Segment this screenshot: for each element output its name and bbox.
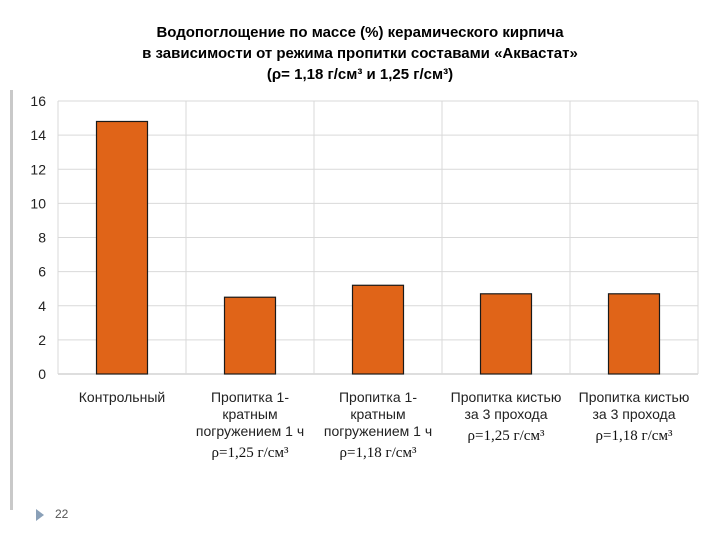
x-category-label: Пропитка 1-кратным погружением 1 ч	[196, 389, 304, 439]
page-number: 22	[55, 507, 69, 521]
x-category-label: Пропитка кистью за 3 прохода	[579, 389, 690, 422]
bar	[223, 296, 277, 375]
density-label: ρ=1,25 г/см³	[212, 445, 289, 461]
density-label: ρ=1,18 г/см³	[596, 428, 673, 444]
y-tick-label: 4	[38, 298, 46, 314]
chart-title-line-3: (ρ= 1,18 г/см³ и 1,25 г/см³)	[266, 66, 454, 83]
y-tick-label: 14	[30, 127, 46, 143]
bar	[351, 284, 405, 375]
density-label: ρ=1,18 г/см³	[340, 445, 417, 461]
y-tick-label: 0	[38, 366, 46, 382]
x-category-label: Пропитка 1-кратным погружением 1 ч	[324, 389, 432, 439]
chart-title-line-1: Водопоглощение по массе (%) керамическог…	[156, 24, 564, 41]
page-arrow-icon	[36, 509, 44, 521]
density-label: ρ=1,25 г/см³	[468, 428, 545, 444]
chart-title: Водопоглощение по массе (%) керамическог…	[0, 22, 720, 85]
y-tick-label: 6	[38, 264, 46, 280]
chart-title-line-2: в зависимости от режима пропитки состава…	[142, 45, 578, 62]
bar	[95, 120, 149, 375]
y-tick-label: 8	[38, 230, 46, 246]
x-category-label: Пропитка кистью за 3 прохода	[451, 389, 562, 422]
x-category-label: Контрольный	[79, 389, 165, 405]
y-tick-label: 2	[38, 332, 46, 348]
y-tick-label: 12	[30, 161, 46, 177]
bar	[479, 293, 533, 375]
slide-left-rule	[10, 90, 13, 510]
bar	[607, 293, 661, 375]
y-tick-label: 16	[30, 93, 46, 109]
y-tick-label: 10	[30, 195, 46, 211]
